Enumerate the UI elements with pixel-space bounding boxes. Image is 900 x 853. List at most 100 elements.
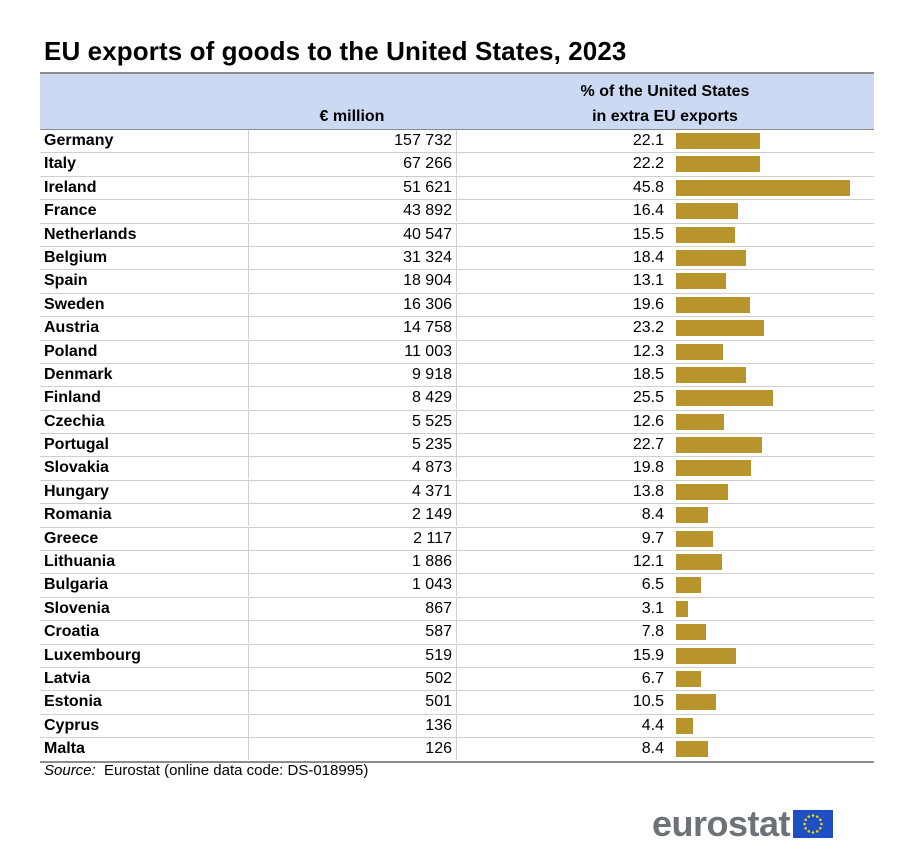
pct-value: 15.5 [456, 223, 664, 246]
pct-value: 12.3 [456, 340, 664, 363]
country-label: Cyprus [44, 716, 100, 734]
export-value: 31 324 [248, 246, 452, 269]
flag-star [807, 830, 811, 833]
country-label: Luxembourg [44, 646, 141, 664]
country-label: Italy [44, 155, 77, 173]
pct-bar [676, 694, 716, 711]
export-value: 1 043 [248, 574, 452, 597]
export-value: 11 003 [248, 340, 452, 363]
country-label: Ireland [44, 178, 97, 196]
pct-bar [676, 226, 735, 243]
pct-value: 18.5 [456, 363, 664, 386]
pct-value: 22.2 [456, 153, 664, 176]
table-row: Latvia 502 6.7 [40, 667, 874, 692]
export-value: 16 306 [248, 293, 452, 316]
pct-bar [676, 133, 760, 149]
pct-value: 10.5 [456, 691, 664, 714]
table-row: Luxembourg 519 15.9 [40, 644, 874, 668]
flag-star [819, 826, 822, 830]
country-label: Slovakia [44, 459, 109, 477]
country-label: Austria [44, 319, 100, 337]
table-row: Germany 157 732 22.1 [40, 130, 874, 154]
country-label: Poland [44, 342, 98, 360]
pct-bar [676, 320, 765, 337]
export-value: 51 621 [248, 176, 452, 199]
pct-bar [676, 670, 702, 687]
pct-value: 45.8 [456, 176, 664, 199]
export-value: 519 [248, 644, 452, 667]
country-label: Malta [44, 740, 85, 758]
table-row: Hungary 4 371 13.8 [40, 480, 874, 505]
export-value: 43 892 [248, 200, 452, 223]
pct-bar [676, 179, 851, 196]
pct-bar [676, 717, 693, 734]
country-label: Belgium [44, 248, 108, 266]
table-row: Italy 67 266 22.2 [40, 153, 874, 177]
pct-value: 25.5 [456, 387, 664, 410]
logo-text: eurostat [652, 803, 791, 844]
export-value: 4 371 [248, 480, 452, 503]
pct-bar [676, 249, 746, 266]
country-label: Estonia [44, 693, 102, 711]
pct-bar [676, 600, 688, 617]
pct-bar [676, 156, 761, 173]
export-value: 587 [248, 621, 452, 644]
country-label: France [44, 202, 97, 220]
pct-value: 9.7 [456, 527, 664, 550]
header-pct-line2: in extra EU exports [592, 108, 738, 125]
pct-value: 12.1 [456, 551, 664, 574]
eurostat-logo: eurostat [652, 803, 834, 844]
source-label: Source: [44, 762, 96, 779]
pct-value: 22.7 [456, 434, 664, 457]
pct-bar [676, 507, 708, 524]
flag-star [820, 822, 823, 826]
country-label: Slovenia [44, 599, 110, 617]
pct-bar [676, 343, 723, 360]
pct-value: 15.9 [456, 644, 664, 667]
pct-value: 3.1 [456, 597, 664, 620]
pct-bar [676, 366, 747, 383]
table-row: Belgium 31 324 18.4 [40, 246, 874, 271]
table-row: Spain 18 904 13.1 [40, 270, 874, 294]
export-value: 502 [248, 667, 452, 690]
source-text: Eurostat (online data code: DS-018995) [104, 762, 369, 779]
pct-bar [676, 530, 713, 547]
flag-star [803, 822, 806, 826]
pct-bar [676, 624, 706, 641]
table-row: Sweden 16 306 19.6 [40, 293, 874, 318]
pct-value: 19.6 [456, 293, 664, 316]
country-label: Lithuania [44, 553, 116, 571]
pct-bar [676, 390, 773, 407]
pct-value: 7.8 [456, 621, 664, 644]
flag-star [807, 815, 811, 818]
export-value: 14 758 [248, 317, 452, 340]
country-label: Czechia [44, 412, 105, 430]
table-row: Finland 8 429 25.5 [40, 387, 874, 411]
source-note: Source: Eurostat (online data code: DS-0… [44, 762, 368, 779]
table-row: Greece 2 117 9.7 [40, 527, 874, 552]
export-value: 18 904 [248, 270, 452, 293]
pct-bar [676, 273, 726, 290]
export-value: 4 873 [248, 457, 452, 480]
table-row: France 43 892 16.4 [40, 200, 874, 224]
table-row: Slovenia 867 3.1 [40, 597, 874, 622]
pct-value: 19.8 [456, 457, 664, 480]
country-label: Hungary [44, 482, 109, 500]
pct-value: 6.5 [456, 574, 664, 597]
pct-value: 16.4 [456, 200, 664, 223]
pct-bar [676, 741, 708, 758]
pct-bar [676, 203, 739, 220]
export-value: 2 117 [248, 527, 452, 550]
pct-value: 4.4 [456, 714, 664, 737]
flag-star [804, 818, 807, 822]
pct-bar [676, 460, 752, 477]
table-row: Czechia 5 525 12.6 [40, 410, 874, 435]
export-value: 1 886 [248, 551, 452, 574]
eu-flag-icon [793, 810, 834, 838]
pct-value: 23.2 [456, 317, 664, 340]
country-label: Spain [44, 272, 88, 290]
pct-bar [676, 413, 724, 430]
export-value: 157 732 [248, 130, 452, 152]
table-row: Croatia 587 7.8 [40, 621, 874, 645]
pct-value: 6.7 [456, 667, 664, 690]
